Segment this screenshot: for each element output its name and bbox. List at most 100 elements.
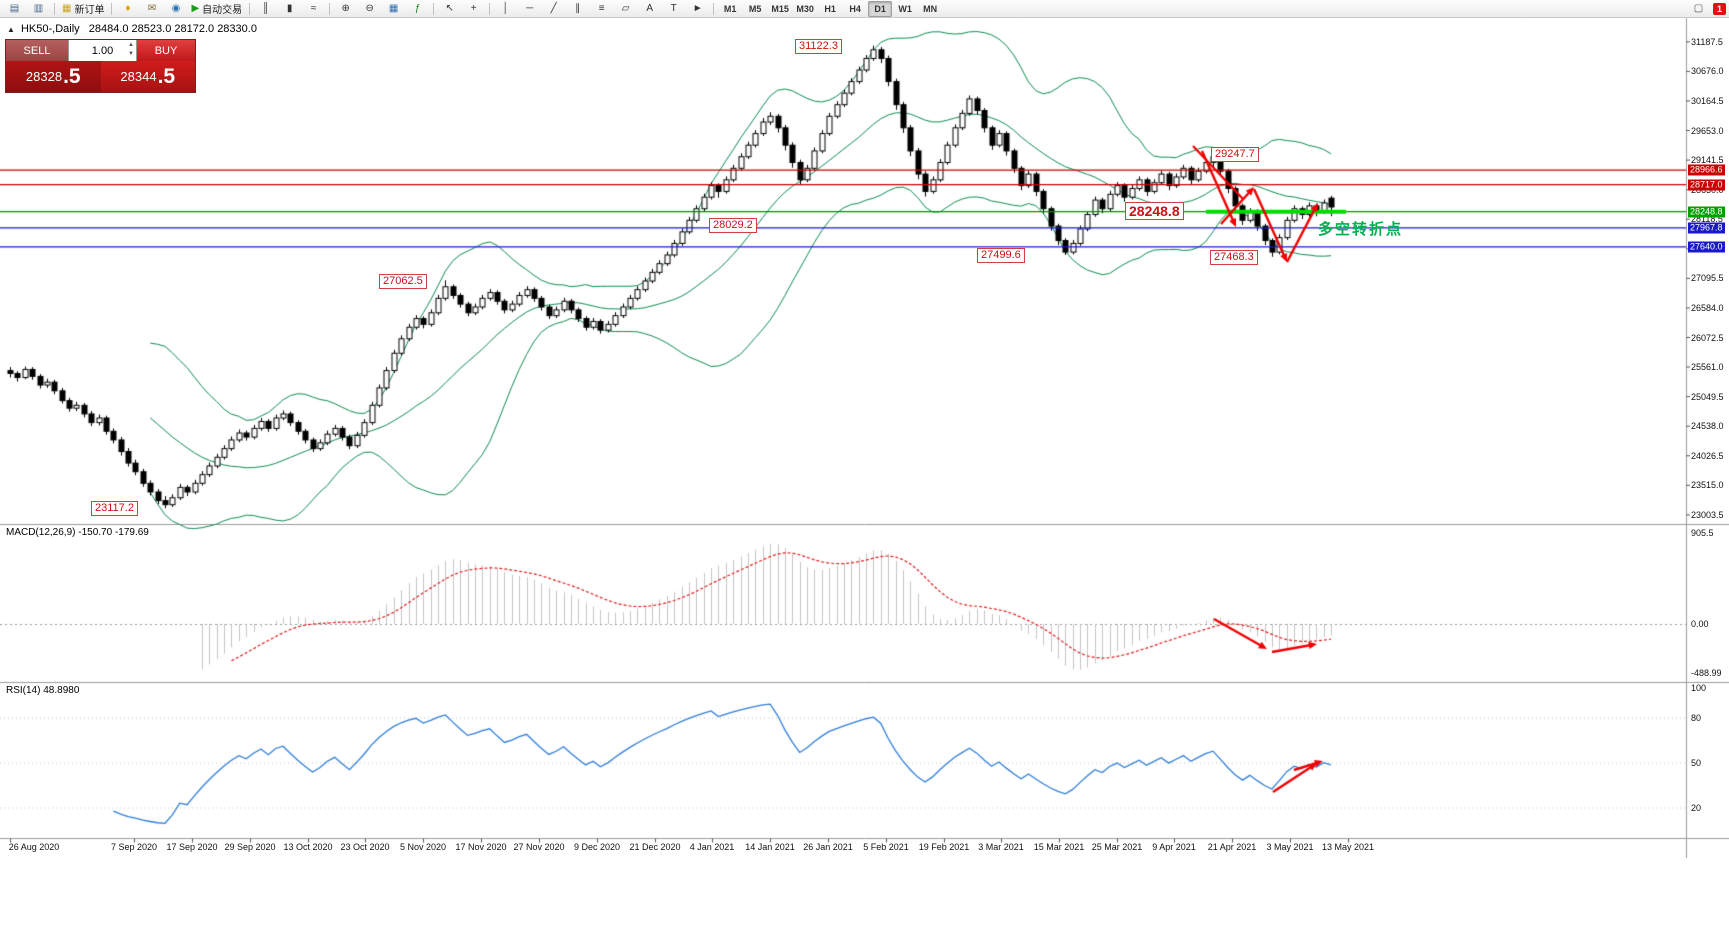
new-order-icon: ▦ [62,2,72,14]
channel-button[interactable]: ∥ [566,0,589,17]
mailbox-button[interactable]: ✉ [140,0,163,17]
date-axis-label: 27 Nov 2020 [513,842,565,852]
timeframe-m1[interactable]: M1 [723,3,737,14]
annotation-text[interactable]: 多空转折点 [1318,221,1404,238]
zoom-out-button[interactable]: ⊖ [358,0,381,17]
line-chart-icon: ≈ [310,2,317,14]
window-layout-icon: ▢ [1693,2,1704,14]
toolbar-separator [54,2,55,15]
autotrading-button[interactable]: ▶ 自动交易 [188,0,245,17]
market-button[interactable]: ◉ [164,0,187,17]
volume-up-icon[interactable]: ▲ [128,42,134,48]
price-axis-tick: 28118.5 [1691,214,1723,225]
vertical-line-button[interactable]: │ [494,0,517,17]
date-axis-label: 19 Feb 2021 [918,842,970,852]
label-button[interactable]: T [662,0,685,17]
volume-input[interactable]: 1.00 ▲ ▼ [68,40,137,61]
date-axis-label: 5 Nov 2020 [399,842,447,852]
one-click-prices-row: 28328 .5 28344 .5 [6,61,195,92]
volume-down-icon[interactable]: ▼ [128,51,134,57]
date-axis-label: 21 Dec 2020 [629,842,681,852]
sell-button[interactable]: SELL [6,40,68,61]
price-axis-tick: 26072.5 [1691,332,1724,343]
chart-symbol-period: HK50-,Daily [20,23,80,35]
price-text-label[interactable]: 28029.2 [709,218,757,233]
chart-profiles-button[interactable]: ▥ [27,0,50,17]
macd-indicator-label: MACD(12,26,9) -150.70 -179.69 [6,527,149,538]
sell-price[interactable]: 28328 .5 [6,61,101,92]
buy-price-main: 28344 [120,69,157,84]
indicators-button[interactable]: ƒ [406,0,429,17]
zoom-out-icon: ⊖ [365,2,374,14]
alerts-button[interactable]: ♦ [116,0,139,17]
crosshair-icon: + [470,2,477,14]
macd-axis-tick: 0.00 [1691,619,1709,629]
indicators-icon: ƒ [414,2,421,14]
text-button[interactable]: A [638,0,661,17]
date-axis-label: 9 Apr 2021 [1152,842,1196,852]
tile-windows-button[interactable]: ▦ [382,0,405,17]
autotrading-icon: ▶ [191,2,200,14]
date-axis-label: 15 Mar 2021 [1033,842,1085,852]
date-axis-label: 3 Mar 2021 [978,842,1024,852]
buy-price[interactable]: 28344 .5 [100,61,195,92]
trendline-icon: ╱ [550,2,557,14]
sell-price-main: 28328 [25,69,63,84]
new-chart-icon: ▤ [9,2,20,14]
price-text-label[interactable]: 27499.6 [977,248,1025,263]
horizontal-line-button[interactable]: ─ [518,0,541,17]
date-axis-label: 3 May 2021 [1266,842,1314,852]
price-axis-tick: 27095.5 [1691,273,1724,284]
new-order-button[interactable]: ▦ 新订单 [59,0,107,17]
zoom-in-button[interactable]: ⊕ [334,0,357,17]
vertical-line-icon: │ [502,2,509,14]
new-chart-button[interactable]: ▤ [3,0,26,17]
price-axis-tick: 24026.5 [1691,450,1724,461]
tile-windows-icon: ▦ [388,2,399,14]
timeframe-h4[interactable]: H4 [849,3,861,14]
price-text-label[interactable]: 28248.8 [1125,202,1184,220]
price-axis-tag: 28966.6 [1688,164,1725,176]
toolbar-separator [249,2,251,15]
fibonacci-button[interactable]: ≡ [590,0,613,17]
candlestick-chart-icon: ▮ [286,2,293,14]
price-text-label[interactable]: 31122.3 [795,39,842,54]
price-text-label[interactable]: 27062.5 [379,274,427,289]
price-text-label[interactable]: 23117.2 [91,501,138,516]
timeframe-mn[interactable]: MN [923,3,938,14]
volume-stepper[interactable]: ▲ ▼ [128,41,134,59]
cursor-button[interactable]: ↖ [438,0,461,17]
arrows-button[interactable]: ► [686,0,709,17]
notification-badge[interactable]: 1 [1712,2,1726,15]
timeframe-w1[interactable]: W1 [898,3,912,14]
timeframe-h1[interactable]: H1 [824,3,836,14]
price-text-label[interactable]: 27468.3 [1210,250,1258,265]
price-text-label[interactable]: 29247.7 [1211,147,1259,162]
price-axis-tag: 28248.8 [1688,206,1725,218]
toolbar: ▤ ▥ ▦ 新订单 ♦ ✉ ◉ ▶ 自动交易 ║ ▮ ≈ ⊕ ⊖ ▦ ƒ ↖ + │ ─ ╱ ∥ ≡ ▱ A T ► M1 M5 M15 M… [0,0,1729,18]
rsi-axis-tick: 50 [1691,758,1702,768]
trendline-button[interactable]: ╱ [542,0,565,17]
toolbar-separator [111,2,113,15]
timeframe-m5[interactable]: M5 [748,3,762,14]
rsi-axis-tick: 20 [1691,803,1702,813]
bar-chart-button[interactable]: ║ [254,0,277,17]
line-chart-button[interactable]: ≈ [302,0,325,17]
timeframe-m15[interactable]: M15 [771,3,789,14]
buy-button[interactable]: BUY [137,40,195,61]
toolbar-separator [713,2,715,15]
window-layout-button[interactable]: ▢ [1687,0,1710,17]
candlestick-chart-button[interactable]: ▮ [278,0,301,17]
timeframe-d1[interactable]: D1 [868,0,893,17]
date-axis-label: 26 Aug 2020 [8,842,60,852]
crosshair-button[interactable]: + [462,0,485,17]
one-click-expander-icon[interactable]: ▲ [7,25,15,34]
price-axis-tick: 26584.0 [1691,302,1724,313]
date-axis-label: 9 Dec 2020 [573,842,621,852]
chart-ohlc-readout: 28484.0 28523.0 28172.0 28330.0 [88,23,257,35]
date-axis-label: 13 Oct 2020 [283,842,333,852]
arrows-icon: ► [692,2,703,14]
timeframe-m30[interactable]: M30 [796,3,814,14]
shapes-button[interactable]: ▱ [614,0,637,17]
